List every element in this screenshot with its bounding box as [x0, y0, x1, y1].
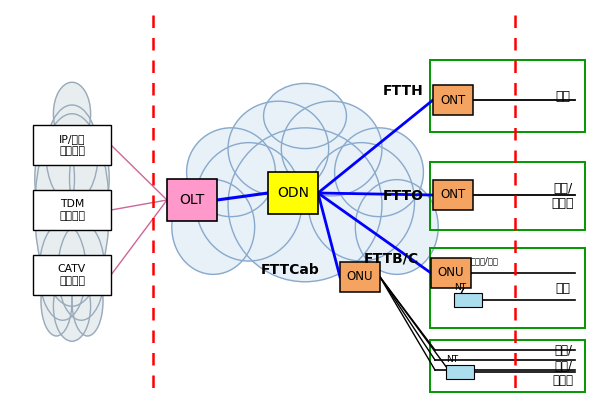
- Ellipse shape: [46, 105, 98, 203]
- Text: 家庭/
楼宇/
办公室: 家庭/ 楼宇/ 办公室: [553, 344, 574, 387]
- Text: ONT: ONT: [441, 93, 465, 107]
- Text: 公司/
办公室: 公司/ 办公室: [552, 182, 574, 210]
- Ellipse shape: [335, 128, 423, 217]
- FancyBboxPatch shape: [433, 180, 473, 210]
- Text: FTTO: FTTO: [383, 189, 424, 203]
- Text: CATV
业务网络: CATV 业务网络: [58, 264, 86, 286]
- FancyBboxPatch shape: [431, 258, 471, 288]
- Text: ONT: ONT: [441, 188, 465, 201]
- Text: IP/以太
业务网络: IP/以太 业务网络: [59, 134, 85, 156]
- Text: ODN: ODN: [277, 186, 309, 200]
- Text: FTTB/C: FTTB/C: [364, 251, 419, 265]
- Text: FTTH: FTTH: [383, 84, 424, 98]
- Text: NT: NT: [454, 284, 466, 292]
- Ellipse shape: [264, 83, 346, 148]
- Text: 楼宇: 楼宇: [556, 282, 571, 294]
- Ellipse shape: [355, 180, 438, 274]
- Text: ONU: ONU: [438, 267, 464, 279]
- FancyBboxPatch shape: [268, 172, 318, 214]
- Ellipse shape: [72, 266, 103, 336]
- Ellipse shape: [308, 143, 415, 261]
- FancyBboxPatch shape: [454, 293, 482, 307]
- FancyBboxPatch shape: [433, 85, 473, 115]
- Ellipse shape: [35, 114, 109, 306]
- FancyBboxPatch shape: [33, 190, 111, 230]
- Text: TDM
业务网络: TDM 业务网络: [59, 199, 85, 221]
- Ellipse shape: [196, 143, 302, 261]
- FancyBboxPatch shape: [446, 365, 474, 379]
- Text: ONU: ONU: [347, 271, 373, 284]
- Ellipse shape: [58, 222, 105, 320]
- Ellipse shape: [187, 128, 275, 217]
- Ellipse shape: [39, 222, 86, 320]
- Ellipse shape: [228, 101, 329, 196]
- Ellipse shape: [54, 271, 90, 341]
- Ellipse shape: [69, 130, 109, 227]
- Text: 金属线/无线: 金属线/无线: [471, 257, 499, 265]
- Ellipse shape: [41, 266, 72, 336]
- Ellipse shape: [172, 180, 255, 274]
- Ellipse shape: [54, 82, 90, 145]
- Ellipse shape: [228, 128, 382, 282]
- Ellipse shape: [281, 101, 382, 196]
- FancyBboxPatch shape: [167, 179, 217, 221]
- Text: NT: NT: [446, 356, 458, 365]
- Text: 家庭: 家庭: [556, 89, 571, 103]
- Text: OLT: OLT: [179, 193, 205, 207]
- FancyBboxPatch shape: [33, 125, 111, 165]
- FancyBboxPatch shape: [340, 262, 380, 292]
- Text: FTTCab: FTTCab: [261, 263, 320, 277]
- Ellipse shape: [35, 130, 75, 227]
- FancyBboxPatch shape: [33, 255, 111, 295]
